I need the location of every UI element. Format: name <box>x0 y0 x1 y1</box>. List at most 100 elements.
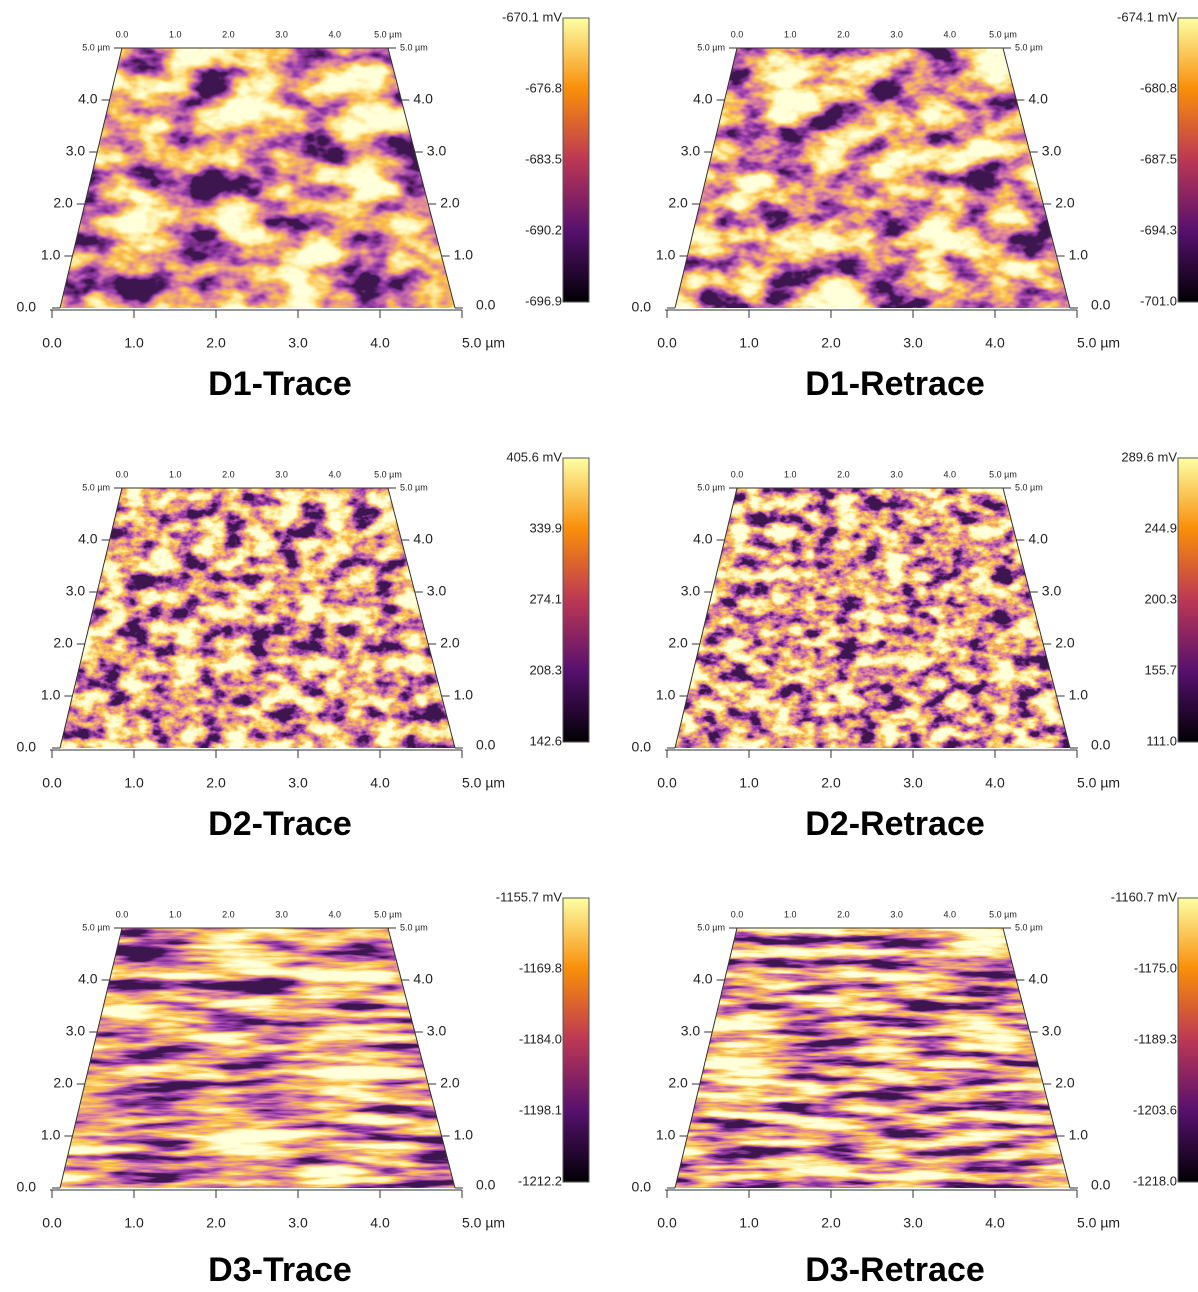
right-tick-label: 4.0 <box>413 91 433 107</box>
x-tick-label: 3.0 <box>903 335 923 351</box>
axis-line <box>387 47 456 309</box>
top-tick-label: 1.0 <box>169 29 182 39</box>
top-tick-label: 2.0 <box>222 469 235 479</box>
colorbar-label: 289.6 mV <box>1121 449 1177 464</box>
colorbar-label: -696.9 <box>525 293 562 308</box>
colorbar-label: -701.0 <box>1140 293 1177 308</box>
axis-line <box>1002 927 1071 1189</box>
x-tick-label: 0.0 <box>42 335 62 351</box>
axis-line <box>59 927 123 1189</box>
colorbar-label: 274.1 <box>529 591 562 606</box>
x-tick-label: 0.0 <box>657 335 677 351</box>
colorbar-label: -1189.3 <box>1134 1031 1177 1046</box>
colorbar-label: -1169.8 <box>519 960 562 975</box>
colorbar-label: 208.3 <box>529 662 562 677</box>
right-tick-label: 4.0 <box>413 531 433 547</box>
x-tick-label: 0.0 <box>42 775 62 791</box>
panel: 0.0 0.0 0.0 0.0 1.0 1.0 1.0 1.0 2.0 2.0 2.0 2.0 3.0 3… <box>632 889 1198 1289</box>
colorbar <box>562 17 590 303</box>
axis-line <box>674 47 738 309</box>
x-tick-label: 1.0 <box>124 335 144 351</box>
y-tick-label: 3.0 <box>681 1023 701 1039</box>
x-tick-label: 2.0 <box>821 335 841 351</box>
y-tick-label: 2.0 <box>668 635 688 651</box>
colorbar-label: -674.1 mV <box>1117 9 1177 24</box>
top-tick-label: 3.0 <box>275 909 288 919</box>
y-tick-label: 2.0 <box>53 195 73 211</box>
axis-line <box>674 927 738 1189</box>
y-tick-label: 4.0 <box>78 971 98 987</box>
y-tick-label: 4.0 <box>78 531 98 547</box>
y-tick-label: 4.0 <box>693 531 713 547</box>
right-tick-label: 0.0 <box>476 297 496 313</box>
top-tick-label: 3.0 <box>890 469 903 479</box>
colorbar <box>562 457 590 743</box>
y-tick-label: 1.0 <box>656 687 676 703</box>
top-tick-label: 4.0 <box>944 29 957 39</box>
colorbar-label: -1175.0 <box>1134 960 1177 975</box>
colorbar <box>562 897 590 1183</box>
x-tick-label: 3.0 <box>288 1215 308 1231</box>
top-tick-label: 5.0 µm <box>989 909 1017 919</box>
x-tick-label: 5.0 µm <box>1077 335 1120 351</box>
right-tick-label: 3.0 <box>427 583 447 599</box>
panel: 0.0 0.0 0.0 0.0 1.0 1.0 1.0 1.0 2.0 2.0 2.0 2.0 3.0 3… <box>17 889 590 1289</box>
y-tick-label: 1.0 <box>41 687 61 703</box>
y-tick-label: 5.0 µm <box>82 922 110 932</box>
axis-line <box>387 487 456 749</box>
right-tick-label: 4.0 <box>1028 531 1048 547</box>
y-tick-label: 1.0 <box>656 247 676 263</box>
colorbar-label: -670.1 mV <box>502 9 562 24</box>
y-tick-label: 2.0 <box>668 195 688 211</box>
top-tick-label: 3.0 <box>275 469 288 479</box>
right-tick-label: 0.0 <box>1091 1177 1111 1193</box>
right-tick-label: 1.0 <box>1069 1127 1089 1143</box>
y-tick-label: 0.0 <box>17 299 37 315</box>
y-tick-label: 0.0 <box>632 1179 652 1195</box>
y-tick-label: 5.0 µm <box>82 482 110 492</box>
right-tick-label: 2.0 <box>440 195 460 211</box>
right-tick-label: 3.0 <box>1042 1023 1062 1039</box>
colorbar-label: -1218.0 <box>1133 1173 1177 1188</box>
right-tick-label: 0.0 <box>476 1177 496 1193</box>
panel: 0.0 0.0 0.0 0.0 1.0 1.0 1.0 1.0 2.0 2.0 2.0 2.0 3.0 3… <box>632 9 1198 403</box>
x-tick-label: 4.0 <box>985 335 1005 351</box>
x-tick-label: 3.0 <box>288 335 308 351</box>
colorbar-label: -1160.7 mV <box>1111 889 1178 904</box>
colorbar-label: -1212.2 <box>518 1173 562 1188</box>
y-tick-label: 1.0 <box>41 1127 61 1143</box>
right-tick-label: 0.0 <box>1091 737 1111 753</box>
x-tick-label: 5.0 µm <box>1077 775 1120 791</box>
colorbar-label: 339.9 <box>529 520 562 535</box>
colorbar-label: -687.5 <box>1140 151 1177 166</box>
top-tick-label: 4.0 <box>329 469 342 479</box>
x-tick-label: 4.0 <box>370 335 390 351</box>
y-tick-label: 4.0 <box>693 91 713 107</box>
right-tick-label: 2.0 <box>1055 195 1075 211</box>
x-tick-label: 5.0 µm <box>462 335 505 351</box>
colorbar-label: 200.3 <box>1144 591 1177 606</box>
colorbar-label: -680.8 <box>1140 80 1177 95</box>
axis-line <box>674 487 738 749</box>
right-tick-label: 5.0 µm <box>1015 42 1043 52</box>
panel: 0.0 0.0 0.0 0.0 1.0 1.0 1.0 1.0 2.0 2.0 2.0 2.0 3.0 3… <box>17 9 590 403</box>
y-tick-label: 0.0 <box>632 739 652 755</box>
x-tick-label: 5.0 µm <box>462 1215 505 1231</box>
y-tick-label: 1.0 <box>656 1127 676 1143</box>
top-tick-label: 4.0 <box>329 909 342 919</box>
colorbar-label: 155.7 <box>1144 662 1177 677</box>
afm-image <box>60 48 455 308</box>
y-tick-label: 2.0 <box>53 635 73 651</box>
x-tick-label: 4.0 <box>985 1215 1005 1231</box>
axis-line <box>387 927 456 1189</box>
x-tick-label: 2.0 <box>206 335 226 351</box>
top-tick-label: 1.0 <box>784 469 797 479</box>
top-tick-label: 0.0 <box>731 29 744 39</box>
x-tick-label: 5.0 µm <box>462 775 505 791</box>
y-tick-label: 3.0 <box>66 143 86 159</box>
top-tick-label: 5.0 µm <box>374 29 402 39</box>
colorbar-label: -690.2 <box>525 222 562 237</box>
axis-line <box>1002 487 1071 749</box>
colorbar-label: -1198.1 <box>519 1102 562 1117</box>
